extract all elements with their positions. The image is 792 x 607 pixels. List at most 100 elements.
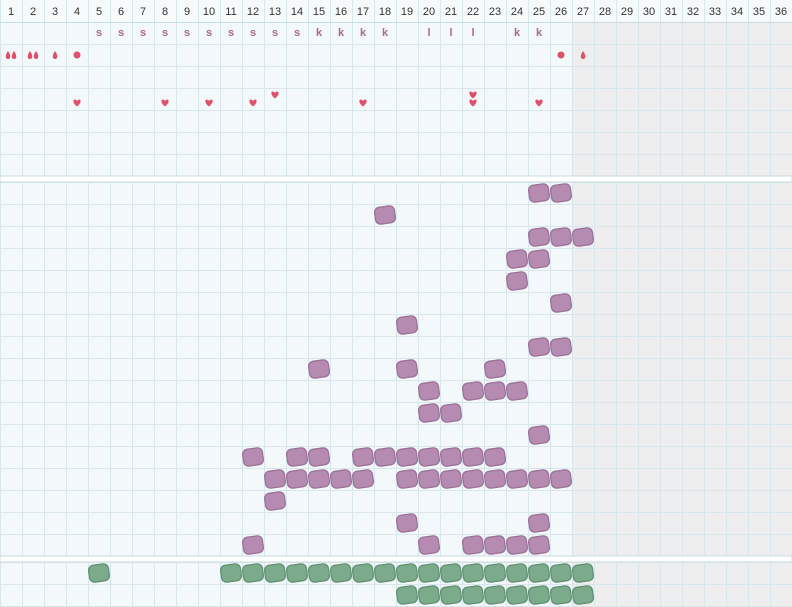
day-number: 2 bbox=[30, 6, 36, 18]
symptom-blob bbox=[373, 447, 397, 467]
symptom-blob bbox=[307, 563, 331, 583]
heart bbox=[359, 99, 367, 107]
symptom-blob bbox=[241, 447, 265, 467]
day-number: 21 bbox=[445, 6, 457, 18]
symptom-blob bbox=[461, 447, 485, 467]
day-number: 18 bbox=[379, 6, 391, 18]
symptom-letter: l bbox=[427, 27, 430, 39]
symptom-blob bbox=[285, 447, 309, 467]
day-number: 19 bbox=[401, 6, 413, 18]
symptom-blob bbox=[527, 337, 551, 357]
symptom-letter: k bbox=[316, 27, 323, 39]
symptom-blob bbox=[483, 447, 507, 467]
symptom-blob bbox=[417, 381, 441, 401]
day-number: 22 bbox=[467, 6, 479, 18]
symptom-blob bbox=[527, 585, 551, 605]
spotting-dot bbox=[557, 51, 565, 59]
symptom-letter: s bbox=[250, 27, 256, 39]
symptom-blob bbox=[483, 359, 507, 379]
symptom-blob bbox=[505, 271, 529, 291]
symptom-blob bbox=[527, 183, 551, 203]
day-number: 27 bbox=[577, 6, 589, 18]
symptom-blob bbox=[527, 469, 551, 489]
heart bbox=[469, 99, 477, 107]
day-number: 17 bbox=[357, 6, 369, 18]
day-number: 20 bbox=[423, 6, 435, 18]
symptom-letter: k bbox=[382, 27, 389, 39]
day-number: 9 bbox=[184, 6, 190, 18]
symptom-blob bbox=[263, 469, 287, 489]
symptom-blob bbox=[307, 447, 331, 467]
symptom-blob bbox=[263, 563, 287, 583]
symptom-letter: k bbox=[514, 27, 521, 39]
symptom-blob bbox=[395, 469, 419, 489]
symptom-blob bbox=[87, 563, 111, 583]
symptom-blob bbox=[417, 585, 441, 605]
symptom-blob bbox=[395, 359, 419, 379]
symptom-letter: k bbox=[338, 27, 345, 39]
symptom-blob bbox=[263, 491, 287, 511]
symptom-blob bbox=[549, 563, 573, 583]
symptom-blob bbox=[549, 293, 573, 313]
symptom-blob bbox=[549, 585, 573, 605]
flow-drop bbox=[27, 51, 33, 59]
symptom-blob bbox=[483, 381, 507, 401]
day-number: 26 bbox=[555, 6, 567, 18]
symptom-blob bbox=[417, 469, 441, 489]
symptom-letter: k bbox=[360, 27, 367, 39]
symptom-blob bbox=[527, 227, 551, 247]
day-number: 31 bbox=[665, 6, 677, 18]
day-number: 3 bbox=[52, 6, 58, 18]
day-number: 16 bbox=[335, 6, 347, 18]
symptom-blob bbox=[395, 585, 419, 605]
symptom-blob bbox=[505, 535, 529, 555]
symptom-blob bbox=[571, 585, 595, 605]
symptom-blob bbox=[461, 469, 485, 489]
symptom-blob bbox=[527, 425, 551, 445]
day-number: 34 bbox=[731, 6, 743, 18]
day-number: 4 bbox=[74, 6, 80, 18]
symptom-blob bbox=[417, 563, 441, 583]
symptom-blob bbox=[505, 469, 529, 489]
symptom-blob bbox=[395, 447, 419, 467]
symptom-blob bbox=[395, 315, 419, 335]
symptom-blob bbox=[549, 183, 573, 203]
day-number: 13 bbox=[269, 6, 281, 18]
symptom-blob bbox=[307, 469, 331, 489]
day-number: 10 bbox=[203, 6, 215, 18]
symptom-blob bbox=[241, 563, 265, 583]
symptom-blob bbox=[351, 563, 375, 583]
flow-drop bbox=[11, 51, 17, 59]
symptom-blob bbox=[395, 513, 419, 533]
symptom-blob bbox=[549, 469, 573, 489]
symptom-blob bbox=[527, 513, 551, 533]
day-number: 1 bbox=[8, 6, 14, 18]
flow-drop bbox=[52, 51, 58, 59]
day-number: 24 bbox=[511, 6, 523, 18]
symptom-blob bbox=[417, 535, 441, 555]
symptom-blob bbox=[527, 535, 551, 555]
day-number: 11 bbox=[225, 6, 236, 18]
symptom-blob bbox=[285, 563, 309, 583]
day-number: 7 bbox=[140, 6, 146, 18]
symptom-letter: s bbox=[272, 27, 278, 39]
day-number: 35 bbox=[753, 6, 765, 18]
heart bbox=[271, 91, 279, 99]
symptom-blob bbox=[351, 447, 375, 467]
symptom-letter: s bbox=[96, 27, 102, 39]
flow-drop bbox=[33, 51, 39, 59]
symptom-letter: s bbox=[294, 27, 300, 39]
symptom-blob bbox=[483, 585, 507, 605]
flow-drop bbox=[5, 51, 11, 59]
symptom-blob bbox=[373, 563, 397, 583]
day-number: 25 bbox=[533, 6, 545, 18]
day-number: 6 bbox=[118, 6, 124, 18]
day-number: 15 bbox=[313, 6, 325, 18]
symptom-blob bbox=[439, 563, 463, 583]
symptom-blob bbox=[483, 535, 507, 555]
symptom-blob bbox=[527, 249, 551, 269]
day-number: 28 bbox=[599, 6, 611, 18]
symptom-letter: s bbox=[184, 27, 190, 39]
symptom-blob bbox=[505, 563, 529, 583]
symptom-blob bbox=[571, 227, 595, 247]
